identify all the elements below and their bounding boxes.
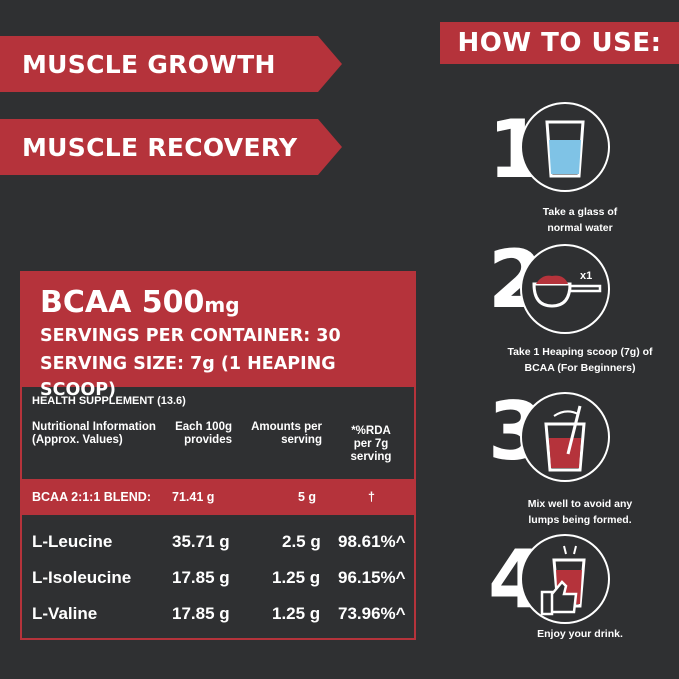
servings-per-container: SERVINGS PER CONTAINER: 30 (40, 326, 341, 346)
scoop-count-badge: x1 (580, 270, 593, 282)
banner-muscle-recovery: MUSCLE RECOVERY (0, 119, 342, 175)
banner-muscle-growth: MUSCLE GROWTH (0, 36, 342, 92)
product-title: BCAA 500mg (40, 285, 240, 320)
scoop-icon (520, 244, 610, 334)
thumbs-up-drink-icon (520, 534, 610, 624)
banner-label: MUSCLE GROWTH (22, 49, 276, 79)
step-text-2: Take 1 Heaping scoop (7g) of BCAA (For Be… (507, 346, 653, 374)
blend-rda: † (368, 490, 375, 504)
step-text-4: Enjoy your drink. (537, 628, 623, 640)
blend-per100: 71.41 g (172, 490, 215, 504)
serving-size: SERVING SIZE: 7g (1 HEAPING SCOOP) (40, 354, 336, 400)
how-to-use-title: HOW TO USE: (440, 22, 679, 64)
step-text-3: Mix well to avoid any lumps being formed. (527, 498, 633, 526)
step-text-1: Take a glass of normal water (542, 206, 618, 234)
panel-header: BCAA 500mg SERVINGS PER CONTAINER: 30 SE… (22, 273, 414, 400)
blend-name: BCAA 2:1:1 BLEND: (32, 490, 151, 504)
blend-row: BCAA 2:1:1 BLEND: 71.41 g 5 g † (22, 479, 414, 515)
header-each-100g: Each 100g provides (175, 421, 232, 446)
header-nutritional-info: Nutritional Information (Approx. Values) (32, 421, 156, 446)
header-rda: *%RDA per 7g serving (350, 425, 392, 463)
health-supplement-label: HEALTH SUPPLEMENT (13.6) (32, 395, 186, 407)
header-amount-per-serving: Amounts per serving (251, 421, 322, 446)
water-glass-icon (520, 102, 610, 192)
nutrition-panel: BCAA 500mg SERVINGS PER CONTAINER: 30 SE… (20, 271, 416, 640)
banner-label: MUSCLE RECOVERY (22, 132, 298, 162)
blend-amount: 5 g (298, 490, 317, 504)
stirring-glass-icon (520, 392, 610, 482)
